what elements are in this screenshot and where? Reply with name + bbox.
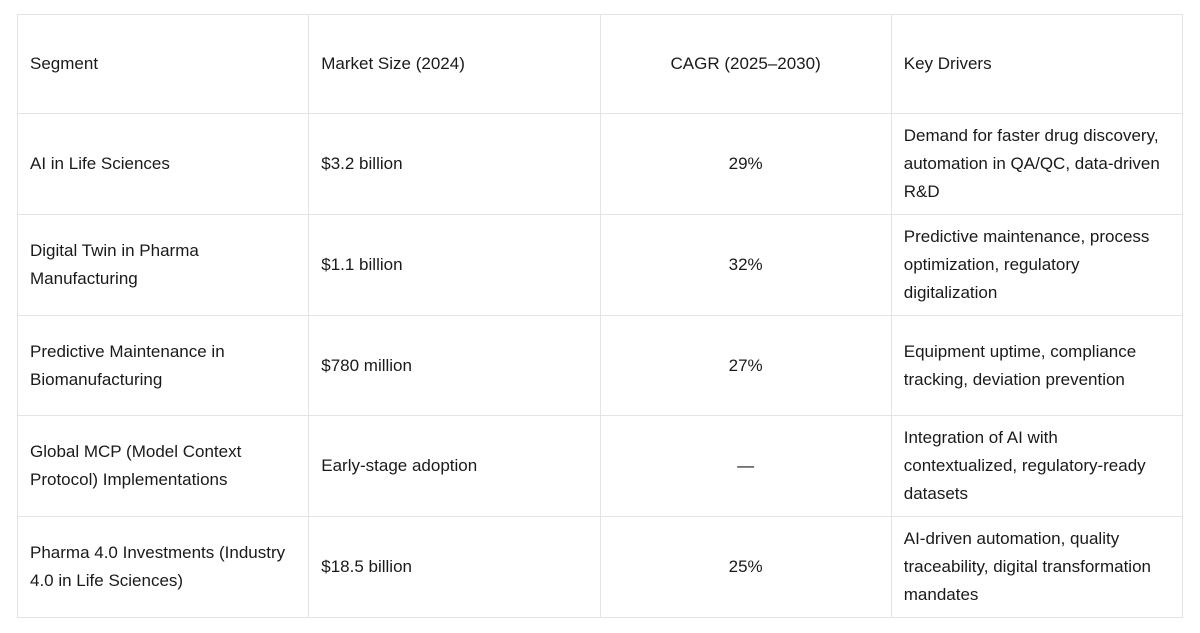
cell-segment: Digital Twin in Pharma Manufacturing [16, 214, 310, 316]
cell-cagr: — [599, 415, 892, 517]
cell-segment: AI in Life Sciences [16, 113, 310, 215]
cell-cagr: 27% [599, 315, 892, 416]
cell-segment: Global MCP (Model Context Protocol) Impl… [16, 415, 310, 517]
cell-segment: Predictive Maintenance in Biomanufacturi… [16, 315, 310, 416]
table-body: AI in Life Sciences $3.2 billion 29% Dem… [16, 113, 1184, 618]
table-row: AI in Life Sciences $3.2 billion 29% Dem… [16, 113, 1184, 215]
column-header-key-drivers: Key Drivers [890, 14, 1184, 114]
table-row: Global MCP (Model Context Protocol) Impl… [16, 415, 1184, 517]
column-header-market-size: Market Size (2024) [308, 14, 601, 114]
cell-market-size: Early-stage adoption [308, 415, 601, 517]
cell-cagr: 32% [599, 214, 892, 316]
column-header-segment: Segment [16, 14, 310, 114]
cell-market-size: $18.5 billion [308, 516, 601, 618]
table-row: Digital Twin in Pharma Manufacturing $1.… [16, 214, 1184, 316]
market-segments-table: Segment Market Size (2024) CAGR (2025–20… [16, 14, 1184, 618]
cell-segment: Pharma 4.0 Investments (Industry 4.0 in … [16, 516, 310, 618]
header-row: Segment Market Size (2024) CAGR (2025–20… [16, 14, 1184, 114]
cell-market-size: $3.2 billion [308, 113, 601, 215]
cell-key-drivers: Predictive maintenance, process optimiza… [890, 214, 1184, 316]
cell-key-drivers: Integration of AI with contextualized, r… [890, 415, 1184, 517]
cell-market-size: $1.1 billion [308, 214, 601, 316]
column-header-cagr: CAGR (2025–2030) [599, 14, 892, 114]
table-row: Pharma 4.0 Investments (Industry 4.0 in … [16, 516, 1184, 618]
cell-cagr: 29% [599, 113, 892, 215]
cell-cagr: 25% [599, 516, 892, 618]
cell-key-drivers: Demand for faster drug discovery, automa… [890, 113, 1184, 215]
table-header: Segment Market Size (2024) CAGR (2025–20… [16, 14, 1184, 114]
cell-key-drivers: Equipment uptime, compliance tracking, d… [890, 315, 1184, 416]
cell-key-drivers: AI-driven automation, quality traceabili… [890, 516, 1184, 618]
table-row: Predictive Maintenance in Biomanufacturi… [16, 315, 1184, 416]
cell-market-size: $780 million [308, 315, 601, 416]
